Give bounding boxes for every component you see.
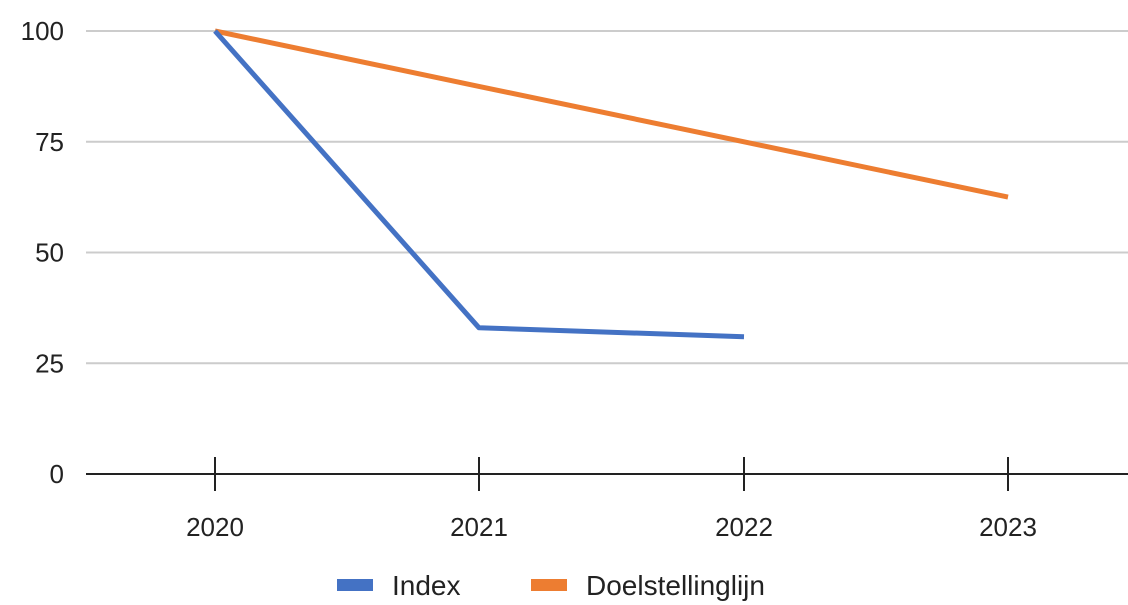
- x-tick-label: 2021: [450, 512, 508, 542]
- legend-swatch: [531, 579, 567, 591]
- y-tick-label: 50: [35, 238, 64, 268]
- series-line-doelstellinglijn: [214, 28, 1009, 200]
- x-tick-label: 2020: [186, 512, 244, 542]
- y-tick-label: 25: [35, 348, 64, 378]
- legend-swatch: [337, 579, 373, 591]
- x-tick-label: 2022: [715, 512, 773, 542]
- x-axis-ticks: 2020 2021 2022 2023: [186, 457, 1037, 542]
- series-line-index: [213, 29, 745, 340]
- y-axis-tick-labels: 0 25 50 75 100: [21, 16, 64, 489]
- y-tick-label: 0: [50, 459, 64, 489]
- y-tick-label: 75: [35, 127, 64, 157]
- y-tick-label: 100: [21, 16, 64, 46]
- legend-label: Doelstellinglijn: [586, 570, 765, 601]
- gridlines: [86, 30, 1128, 365]
- x-tick-label: 2023: [979, 512, 1037, 542]
- series-lines: [213, 28, 1009, 340]
- legend-label: Index: [392, 570, 461, 601]
- legend: Index Doelstellinglijn: [337, 570, 765, 601]
